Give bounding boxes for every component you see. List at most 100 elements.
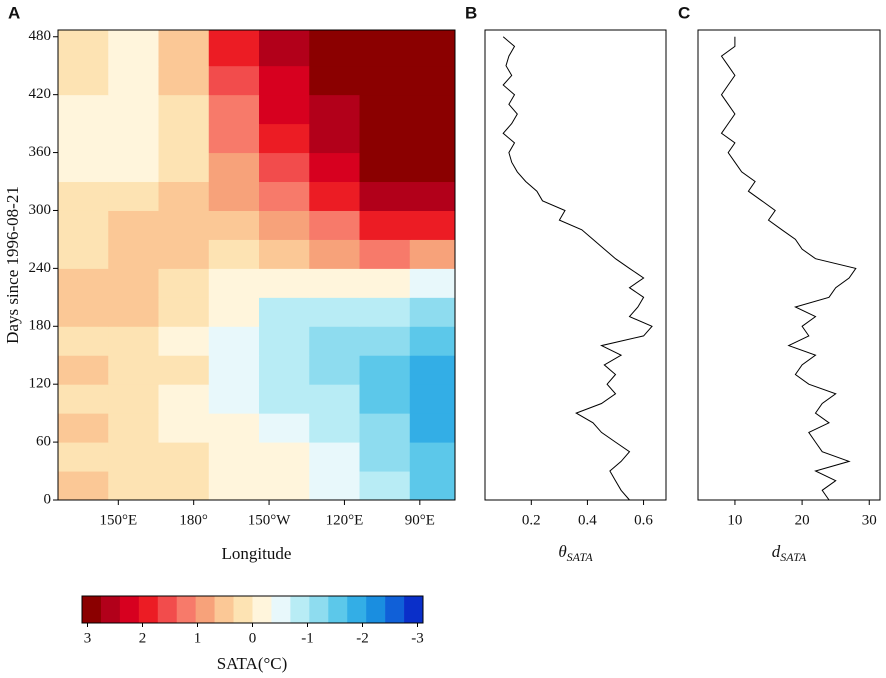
heat-cell (108, 210, 160, 240)
heat-cell (158, 355, 210, 385)
heat-cell (409, 94, 456, 125)
heat-cell (359, 413, 411, 443)
y-tick-label: 240 (29, 260, 52, 276)
x-axis-label-subscript: SATA (780, 550, 807, 564)
heat-cell (158, 239, 210, 269)
x-tick-label: 90°E (405, 512, 435, 528)
heat-cell (108, 355, 160, 385)
heat-cell (58, 94, 109, 125)
y-tick-label: 0 (44, 491, 52, 507)
heat-cell (259, 30, 310, 67)
colorbar-swatch (138, 596, 159, 623)
heat-cell (359, 65, 411, 96)
heat-cell (359, 471, 411, 501)
x-axis-label-symbol: θ (558, 542, 566, 561)
panel-label: C (678, 3, 690, 22)
heat-cell (158, 413, 210, 443)
heat-cell (208, 65, 260, 96)
heat-cell (359, 384, 411, 414)
heat-cell (309, 326, 361, 356)
heat-cell (359, 239, 411, 269)
heat-cell (259, 355, 310, 385)
heat-cell (158, 326, 210, 356)
plot-frame (697, 29, 881, 501)
y-tick-label: 60 (36, 434, 51, 450)
heat-cell (158, 123, 210, 154)
colorbar-label: SATA(°C) (217, 654, 288, 673)
colorbar-tick-label: -3 (411, 630, 424, 646)
heat-cell (409, 30, 456, 67)
heat-cell (208, 326, 260, 356)
colorbar-swatch (366, 596, 386, 623)
colorbar-tick-label: -1 (301, 630, 314, 646)
line (720, 36, 857, 501)
heat-cell (309, 30, 361, 67)
heat-cell (259, 384, 310, 414)
heat-cell (158, 94, 210, 125)
colorbar-swatch (214, 596, 234, 623)
heat-cell (359, 210, 411, 240)
heat-cell (259, 326, 310, 356)
colorbar-swatch (271, 596, 291, 623)
plot-frame (484, 29, 667, 501)
heat-cell (359, 94, 411, 125)
heat-cell (108, 384, 160, 414)
heat-cell (108, 297, 160, 327)
heat-cell (108, 268, 160, 298)
y-tick-label: 420 (29, 86, 52, 102)
heat-cell (309, 442, 361, 472)
heat-cell (359, 297, 411, 327)
heat-cell (409, 413, 456, 443)
heat-cell (309, 123, 361, 154)
heat-cell (208, 471, 260, 501)
heat-cell (58, 268, 109, 298)
colorbar-swatch (252, 596, 272, 623)
colorbar-swatch (233, 596, 253, 623)
heat-cell (359, 123, 411, 154)
heat-cell (409, 326, 456, 356)
colorbar-swatch (328, 596, 348, 623)
colorbar-tick-label: 3 (84, 630, 92, 646)
colorbar-swatch (157, 596, 178, 623)
heat-cell (108, 65, 160, 96)
heat-cell (158, 65, 210, 96)
heat-cell (58, 65, 109, 96)
heat-cell (58, 30, 109, 67)
x-tick-label: 20 (795, 512, 810, 528)
heat-cell (309, 297, 361, 327)
colorbar-swatch (385, 596, 405, 623)
heat-cell (359, 152, 411, 183)
colorbar-swatch (290, 596, 310, 623)
heat-cell (359, 30, 411, 67)
heat-cell (309, 239, 361, 269)
x-axis-label: θSATA (558, 542, 593, 564)
heat-cell (58, 152, 109, 183)
heat-cell (359, 268, 411, 298)
heat-cell (58, 123, 109, 154)
heat-cell (309, 181, 361, 211)
heat-cell (409, 297, 456, 327)
colorbar-swatch (119, 596, 140, 623)
heat-cell (409, 384, 456, 414)
heat-cell (108, 471, 160, 501)
heat-cell (108, 152, 160, 183)
x-tick-label: 0.6 (634, 512, 653, 528)
heat-cell (409, 123, 456, 154)
heat-cell (58, 181, 109, 211)
heat-cell (208, 181, 260, 211)
heat-cell (208, 94, 260, 125)
heat-cell (259, 65, 310, 96)
heat-cell (309, 413, 361, 443)
heat-cell (409, 210, 456, 240)
heat-cell (108, 413, 160, 443)
heat-cell (309, 355, 361, 385)
heat-cell (208, 413, 260, 443)
panel-label: A (8, 3, 20, 22)
x-tick-label: 10 (727, 512, 742, 528)
heat-cell (208, 268, 260, 298)
heat-cell (108, 123, 160, 154)
heat-cell (409, 239, 456, 269)
colorbar-tick-label: 1 (194, 630, 202, 646)
y-tick-label: 480 (29, 28, 52, 44)
heat-cell (208, 210, 260, 240)
